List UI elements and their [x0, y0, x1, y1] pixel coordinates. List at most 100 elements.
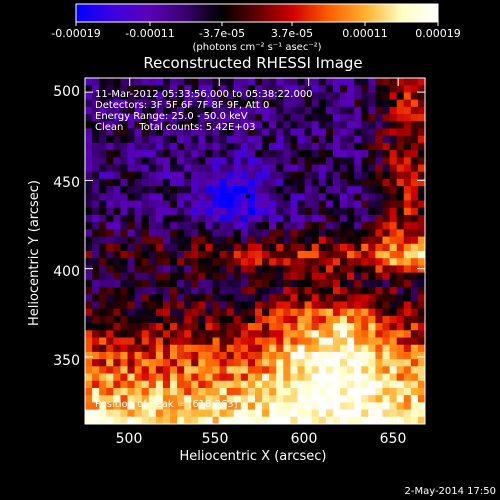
heatmap-cell	[290, 157, 298, 165]
heatmap-cell	[382, 243, 390, 252]
heatmap-cell	[212, 366, 220, 374]
heatmap-cell	[92, 387, 100, 396]
heatmap-cell	[389, 114, 398, 122]
heatmap-cell	[255, 337, 263, 346]
heatmap-cell	[134, 92, 143, 101]
heatmap-cell	[106, 416, 114, 425]
heatmap-cell	[290, 279, 298, 288]
heatmap-cell	[92, 78, 100, 86]
heatmap-cell	[354, 114, 362, 122]
heatmap-cell	[290, 92, 298, 101]
heatmap-cell	[403, 222, 412, 230]
heatmap-cell	[113, 121, 121, 129]
heatmap-cell	[368, 99, 376, 108]
heatmap-cell	[240, 178, 249, 187]
heatmap-cell	[162, 409, 171, 418]
heatmap-cell	[219, 323, 228, 331]
heatmap-cell	[290, 409, 298, 418]
heatmap-cell	[134, 301, 143, 310]
heatmap-cell	[127, 150, 135, 158]
heatmap-cell	[85, 330, 93, 338]
heatmap-cell	[141, 150, 150, 158]
heatmap-cell	[290, 287, 298, 295]
heatmap-cell	[177, 207, 185, 216]
heatmap-cell	[403, 272, 412, 281]
heatmap-cell	[255, 229, 263, 237]
heatmap-cell	[276, 351, 284, 360]
heatmap-cell	[361, 387, 369, 396]
heatmap-cell	[177, 236, 185, 245]
heatmap-cell	[269, 78, 277, 86]
heatmap-cell	[191, 171, 199, 180]
heatmap-cell	[262, 409, 270, 418]
heatmap-cell	[347, 287, 355, 295]
heatmap-cell	[382, 236, 390, 245]
heatmap-cell	[297, 272, 305, 281]
heatmap-cell	[177, 315, 185, 324]
heatmap-cell	[198, 243, 206, 252]
heatmap-cell	[396, 301, 405, 310]
heatmap-cell	[212, 78, 220, 86]
heatmap-cell	[382, 78, 390, 86]
heatmap-cell	[311, 150, 320, 158]
heatmap-cell	[155, 243, 164, 252]
heatmap-cell	[219, 265, 228, 274]
heatmap-cell	[219, 135, 228, 144]
heatmap-cell	[361, 121, 369, 129]
heatmap-cell	[396, 272, 405, 281]
heatmap-cell	[113, 387, 121, 396]
heatmap-cell	[120, 315, 128, 324]
heatmap-cell	[198, 409, 206, 418]
heatmap-cell	[325, 272, 334, 281]
plot-frame	[84, 77, 426, 425]
heatmap-cell	[276, 222, 284, 230]
heatmap-cell	[255, 402, 263, 410]
heatmap-cell	[382, 330, 390, 338]
heatmap-cell	[368, 287, 376, 295]
heatmap-cell	[170, 308, 178, 317]
heatmap-cell	[226, 272, 235, 281]
heatmap-cell	[354, 92, 362, 101]
heatmap-cell	[233, 387, 242, 396]
heatmap-cell	[127, 157, 135, 165]
heatmap-cell	[325, 351, 334, 360]
heatmap-cell	[134, 387, 143, 396]
heatmap-cell	[375, 373, 383, 382]
heatmap-cell	[148, 416, 157, 425]
heatmap-cell	[219, 315, 228, 324]
heatmap-cell	[212, 121, 220, 129]
heatmap-cell	[85, 258, 93, 266]
heatmap-cell	[85, 243, 93, 252]
heatmap-cell	[170, 99, 178, 108]
heatmap-cell	[318, 294, 327, 302]
heatmap-cell	[304, 308, 313, 317]
heatmap-cell	[141, 178, 150, 187]
heatmap-cell	[368, 279, 376, 288]
heatmap-cell	[340, 287, 348, 295]
heatmap-cell	[113, 402, 121, 410]
heatmap-cell	[283, 279, 291, 288]
heatmap-cell	[113, 258, 121, 266]
heatmap-cell	[191, 265, 199, 274]
heatmap-cell	[318, 272, 327, 281]
heatmap-cell	[134, 287, 143, 295]
heatmap-cell	[410, 315, 419, 324]
heatmap-cell	[276, 229, 284, 237]
heatmap-cell	[325, 359, 334, 367]
heatmap-cell	[389, 121, 398, 129]
heatmap-cell	[85, 135, 93, 144]
heatmap-cell	[375, 265, 383, 274]
heatmap-cell	[347, 416, 355, 425]
heatmap-cell	[226, 373, 235, 382]
heatmap-cell	[375, 287, 383, 295]
heatmap-cell	[170, 121, 178, 129]
heatmap-cell	[417, 251, 426, 259]
heatmap-cell	[403, 193, 412, 201]
heatmap-cell	[410, 178, 419, 187]
heatmap-cell	[162, 359, 171, 367]
heatmap-cell	[177, 214, 185, 223]
heatmap-cell	[347, 171, 355, 180]
heatmap-cell	[113, 164, 121, 173]
heatmap-cell	[148, 323, 157, 331]
heatmap-cell	[170, 157, 178, 165]
